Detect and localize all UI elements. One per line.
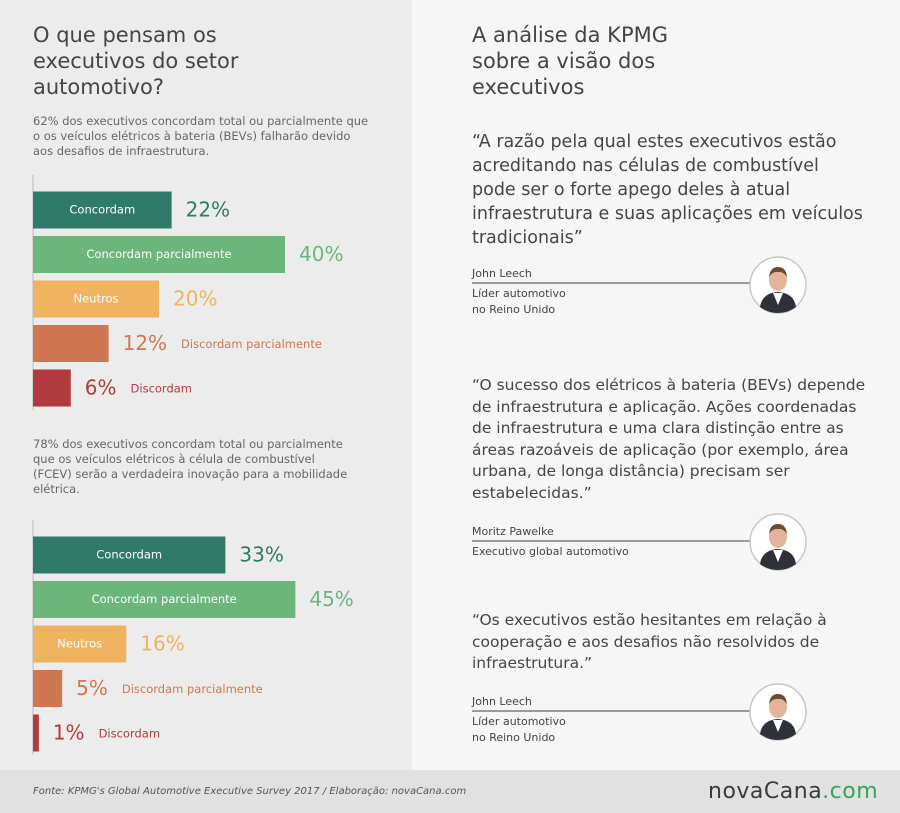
chart-subtitle: 62% dos executivos concordam total ou pa… [33,114,369,158]
quote-role: Líder automotivo no Reino Unido [472,286,566,318]
value-label: 16% [140,632,184,656]
quote-role: Líder automotivo no Reino Unido [472,714,566,746]
category-label: Discordam [131,382,192,396]
photo-shirt [773,550,783,562]
left-title: O que pensam os executivos do setor auto… [33,23,239,99]
photo [749,513,807,571]
value-label: 1% [53,721,85,745]
bar [33,325,109,362]
divider [472,540,752,542]
role-line: no Reino Unido [472,731,556,744]
chart: 33% Concordam 45% Concordam parcialmente 16%… [32,520,354,755]
category-label: Neutros [57,637,102,651]
bar [33,280,159,318]
category-label: Concordam parcialmente [92,592,237,606]
photo-head [769,696,787,718]
value-label: 33% [239,543,283,567]
quote-name: John Leech [472,267,532,280]
value-label: 22% [186,198,230,222]
category-label: Concordam [96,548,162,562]
bar [33,625,127,663]
quote-text: “A razão pela qual estes executivos estã… [472,132,863,248]
value-label: 12% [123,331,167,355]
photo-hair [769,267,787,277]
bar [33,581,296,618]
quote-name: Moritz Pawelke [472,525,554,538]
photo-hair [769,694,787,704]
category-label: Discordam parcialmente [181,337,322,351]
bar [33,236,285,273]
logo-name: novaCana [708,779,823,804]
chart-subtitle: 78% dos executivos concordam total ou pa… [33,437,348,496]
photo-shirt [773,293,783,305]
photo-shirt [773,720,783,732]
divider [472,282,752,284]
footer [0,770,900,813]
role-line: Executivo global automotivo [472,545,629,558]
value-label: 6% [85,376,117,400]
bar [33,369,71,407]
photo [749,256,807,314]
value-label: 40% [299,242,343,266]
chart: 22% Concordam 40% Concordam parcialmente 20%… [32,175,343,410]
value-label: 45% [309,587,353,611]
photo-hair [769,524,787,534]
quote-text: “O sucesso dos elétricos à bateria (BEVs… [472,376,866,502]
bar [33,191,172,229]
bar [33,714,39,752]
photo [749,683,807,741]
logo: novaCana.com [708,779,878,804]
bar [33,536,226,574]
category-label: Discordam parcialmente [122,682,263,696]
category-label: Discordam [99,727,160,741]
value-label: 5% [76,676,108,700]
role-line: Líder automotivo [472,287,566,300]
quote-text: “Os executivos estão hesitantes em relaç… [472,611,827,672]
photo-head [769,269,787,291]
role-line: no Reino Unido [472,303,556,316]
quote-name: John Leech [472,695,532,708]
bar [33,670,63,707]
quote-role: Executivo global automotivo [472,544,629,560]
value-label: 20% [173,287,217,311]
category-label: Concordam parcialmente [86,247,231,261]
category-label: Concordam [69,203,135,217]
category-label: Neutros [74,292,119,306]
source: Fonte: KPMG's Global Automotive Executiv… [33,786,467,797]
photo-head [769,526,787,548]
right-title: A análise da KPMG sobre a visão dos exec… [472,23,668,99]
divider [472,710,752,712]
role-line: Líder automotivo [472,715,566,728]
logo-domain: .com [822,779,879,804]
